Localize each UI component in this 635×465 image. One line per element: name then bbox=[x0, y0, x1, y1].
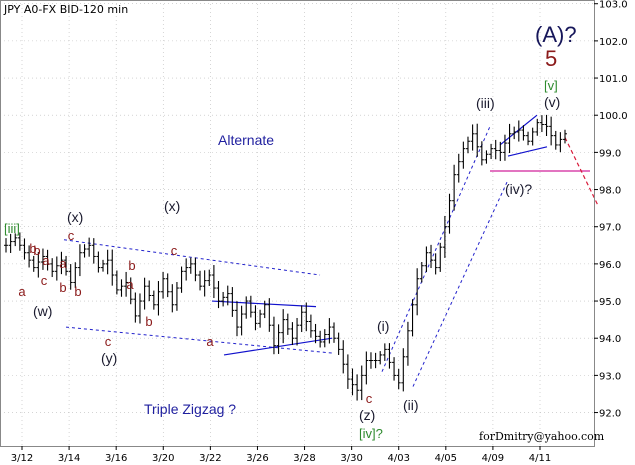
x-tick-label: 4/11 bbox=[529, 453, 551, 464]
wave-label: b bbox=[29, 241, 36, 256]
channel-upper-line bbox=[63, 239, 321, 276]
wave-label: (iii) bbox=[476, 95, 495, 111]
wave-label: 5 bbox=[545, 46, 557, 71]
wave-label: (A)? bbox=[535, 22, 577, 47]
y-tick-label: 99.0 bbox=[599, 148, 621, 159]
wave-label: c bbox=[366, 391, 373, 406]
wave-labels: (A)?5[v](v)(iii)(iv)?(ii)(i)[iii](x)cbaa… bbox=[4, 22, 577, 441]
y-tick-label: 101.0 bbox=[599, 74, 628, 85]
y-axis: 92.0 93.0 94.0 95.0 96.0 97.0 98.0 99.0 100.0 101… bbox=[594, 0, 628, 420]
wave-label: b bbox=[59, 280, 66, 295]
price-bars bbox=[4, 114, 567, 401]
wave-label: (w) bbox=[33, 303, 52, 319]
x-tick-label: 4/03 bbox=[387, 453, 409, 464]
wave-label: (x) bbox=[164, 198, 180, 214]
y-tick-label: 102.0 bbox=[599, 37, 628, 48]
y-tick-label: 93.0 bbox=[599, 371, 621, 382]
y-tick-label: 96.0 bbox=[599, 260, 621, 271]
wave-label: b bbox=[33, 243, 40, 258]
wave-label: c bbox=[68, 228, 75, 243]
x-tick-label: 3/14 bbox=[58, 453, 80, 464]
forecast-line bbox=[564, 137, 599, 205]
chart-title: JPY A0-FX BID-120 min bbox=[3, 3, 128, 16]
x-tick-label: 3/22 bbox=[199, 453, 221, 464]
wave-label: b bbox=[145, 314, 152, 329]
wave-label: (y) bbox=[101, 350, 117, 366]
wave-label: (iv)? bbox=[505, 181, 532, 197]
impulse-channel-upper bbox=[381, 126, 491, 372]
wave-label: c bbox=[105, 334, 112, 349]
credit-text: forDmitry@yahoo.com bbox=[479, 430, 605, 443]
alternate-note: Alternate bbox=[218, 132, 274, 148]
plot-frame bbox=[0, 0, 595, 447]
overlay-lines bbox=[63, 114, 599, 387]
triangle-lower-line bbox=[223, 337, 333, 356]
x-tick-label: 3/16 bbox=[105, 453, 127, 464]
x-tick-label: 3/28 bbox=[293, 453, 315, 464]
y-tick-label: 97.0 bbox=[599, 223, 621, 234]
wave-label: a bbox=[59, 256, 67, 271]
x-tick-label: 4/09 bbox=[482, 453, 504, 464]
triangle-upper-line bbox=[211, 300, 317, 308]
wave-label: c bbox=[41, 273, 48, 288]
x-tick-label: 3/30 bbox=[340, 453, 362, 464]
y-tick-label: 95.0 bbox=[599, 297, 621, 308]
wave-label: b bbox=[74, 284, 81, 299]
y-tick-label: 100.0 bbox=[599, 111, 628, 122]
y-tick-label: 98.0 bbox=[599, 186, 621, 197]
wave-label: [iii] bbox=[4, 221, 20, 236]
wave-label: [iv]? bbox=[359, 426, 383, 441]
y-tick-label: 103.0 bbox=[599, 0, 628, 11]
wave-label: (v) bbox=[544, 94, 560, 110]
impulse-channel-lower bbox=[412, 181, 508, 387]
x-tick-label: 4/05 bbox=[435, 453, 457, 464]
wave-label: (x) bbox=[67, 209, 83, 225]
wave-label: a bbox=[18, 284, 26, 299]
wave-label: c bbox=[171, 243, 178, 258]
channel-lower-line bbox=[65, 326, 333, 354]
wave-label: (i) bbox=[377, 318, 389, 334]
wave-label: [v] bbox=[544, 78, 558, 93]
plot-background bbox=[0, 0, 594, 446]
x-tick-label: 3/26 bbox=[246, 453, 268, 464]
pattern-note: Triple Zigzag ? bbox=[144, 401, 236, 417]
y-tick-label: 92.0 bbox=[599, 409, 621, 420]
x-tick-label: 3/20 bbox=[152, 453, 174, 464]
x-axis: 3/12 3/14 3/16 3/20 3/22 3/26 3/28 3/30 4/03 4/05… bbox=[11, 446, 551, 464]
wave-label: (ii) bbox=[403, 397, 419, 413]
x-tick-label: 3/12 bbox=[11, 453, 33, 464]
wave-label: a bbox=[126, 277, 134, 292]
wave-label: a bbox=[206, 334, 214, 349]
y-tick-label: 94.0 bbox=[599, 334, 621, 345]
wave-label: a bbox=[42, 253, 50, 268]
wave-label: (z) bbox=[359, 407, 375, 423]
wedge-lower-line bbox=[507, 146, 548, 157]
wave-label: b bbox=[128, 258, 135, 273]
